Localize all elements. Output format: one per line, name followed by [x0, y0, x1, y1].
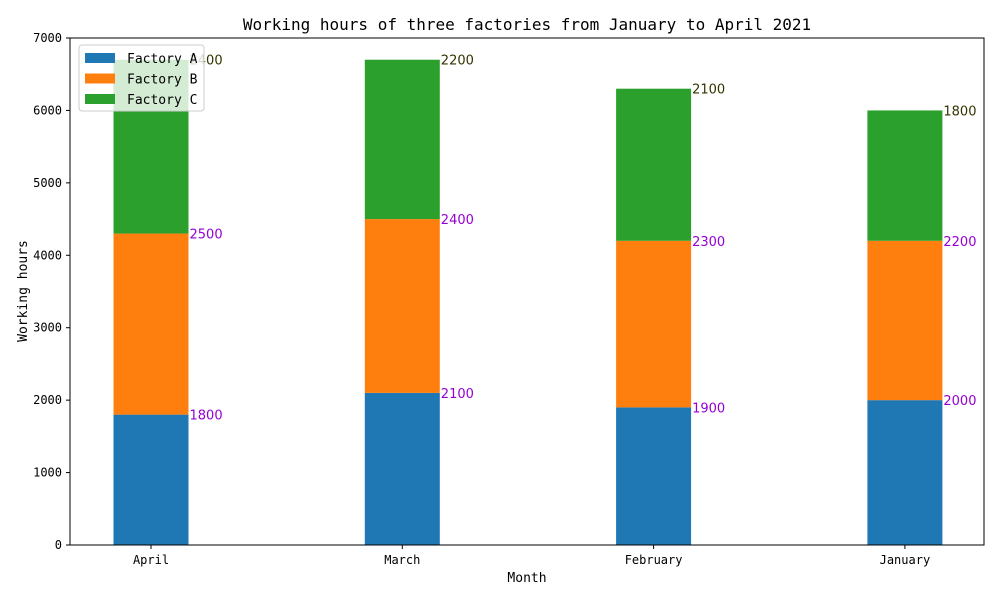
legend: Factory A Factory B Factory C [78, 44, 205, 112]
plot-frame [69, 37, 985, 546]
bar-factory-c-january [867, 110, 943, 241]
y-tick-label: 7000 [33, 31, 62, 45]
value-label: 2300 [692, 235, 725, 250]
y-axis-label: Working hours [16, 240, 31, 342]
y-tick-label: 4000 [33, 248, 62, 262]
y-tick-label: 1000 [33, 466, 62, 480]
bar-factory-a-january [867, 400, 943, 545]
value-label: 1800 [190, 409, 223, 424]
value-label: 2500 [190, 228, 223, 243]
value-label: 2000 [943, 394, 976, 409]
x-tick-label: January [880, 553, 931, 567]
x-tick-label: March [384, 553, 420, 567]
value-label: 2200 [943, 235, 976, 250]
value-label: 2400 [441, 213, 474, 228]
bar-factory-c-march [364, 59, 440, 220]
value-label: 2200 [441, 54, 474, 69]
bar-factory-a-march [364, 392, 440, 545]
chart-title: Working hours of three factories from Ja… [243, 15, 811, 34]
value-label: 2100 [441, 387, 474, 402]
value-label: 1900 [692, 401, 725, 416]
bar-factory-b-april [113, 233, 189, 415]
value-label: 1800 [943, 104, 976, 119]
bar-factory-a-april [113, 414, 189, 545]
y-tick-label: 5000 [33, 176, 62, 190]
y-tick-label: 3000 [33, 321, 62, 335]
bar-factory-c-february [616, 88, 692, 241]
x-tick-label: April [133, 553, 169, 567]
legend-label: Factory B [127, 73, 198, 88]
y-tick-label: 6000 [33, 103, 62, 117]
bars-layer [113, 59, 943, 545]
bar-factory-a-february [616, 407, 692, 545]
x-axis-ticks: April March February January [133, 545, 930, 567]
legend-label: Factory C [127, 93, 197, 108]
bar-factory-b-february [616, 240, 692, 408]
y-axis-ticks: 0 1000 2000 3000 4000 5000 6000 7000 [33, 31, 70, 552]
legend-label: Factory A [127, 52, 198, 67]
y-tick-label: 2000 [33, 393, 62, 407]
legend-swatch [85, 73, 115, 84]
x-axis-label: Month [507, 571, 546, 586]
bar-factory-b-january [867, 240, 943, 401]
bar-factory-b-march [364, 219, 440, 393]
y-tick-label: 0 [55, 538, 62, 552]
legend-swatch [85, 53, 115, 63]
value-label: 2100 [692, 83, 725, 98]
legend-swatch [85, 94, 115, 104]
x-tick-label: February [625, 553, 683, 567]
axes [69, 37, 985, 546]
